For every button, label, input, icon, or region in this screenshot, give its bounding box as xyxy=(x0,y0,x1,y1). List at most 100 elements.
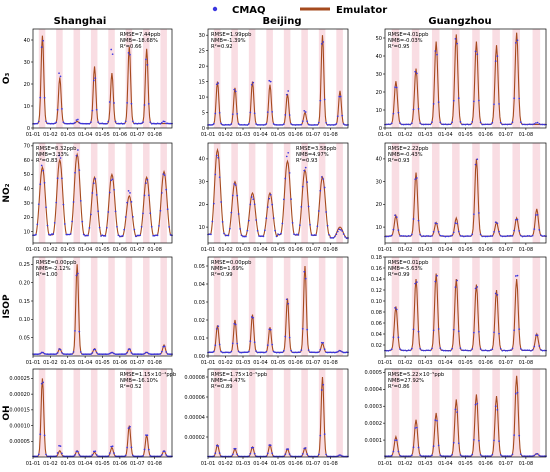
cmaq-point xyxy=(394,86,396,89)
legend-cmaq-marker xyxy=(212,6,218,12)
daytime-band xyxy=(143,257,150,356)
cmaq-point xyxy=(121,353,124,355)
cmaq-point xyxy=(95,193,98,196)
cmaq-point xyxy=(319,99,322,102)
cmaq-point xyxy=(43,434,46,437)
cmaq-point xyxy=(55,353,58,355)
y-tick-label: 70 xyxy=(24,144,30,150)
cmaq-point xyxy=(489,349,492,352)
cmaq-point xyxy=(394,439,396,442)
x-tick-label: 01-03 xyxy=(236,132,251,138)
cmaq-point xyxy=(306,181,309,183)
cmaq-point xyxy=(152,234,155,237)
cmaq-point xyxy=(473,331,475,334)
cmaq-point xyxy=(344,123,346,126)
cmaq-point xyxy=(514,42,517,44)
cmaq-point xyxy=(456,42,458,45)
cmaq-point xyxy=(454,37,457,40)
cmaq-point xyxy=(429,123,432,126)
cmaq-point xyxy=(504,123,507,126)
cmaq-point xyxy=(111,53,114,56)
cmaq-point xyxy=(449,123,452,126)
x-tick-label: 01-04 xyxy=(253,461,268,467)
cmaq-point xyxy=(424,123,427,126)
cmaq-point xyxy=(98,226,101,229)
cmaq-point xyxy=(431,235,433,237)
cmaq-point xyxy=(405,455,408,458)
cmaq-point xyxy=(71,220,73,223)
cmaq-point xyxy=(36,122,39,125)
y-tick-label: 40 xyxy=(376,157,382,163)
cmaq-point xyxy=(261,235,263,237)
cmaq-point xyxy=(64,223,66,225)
legend: CMAQ Emulator xyxy=(212,5,387,16)
cmaq-point xyxy=(419,454,422,457)
cmaq-point xyxy=(152,353,155,356)
cmaq-point xyxy=(127,427,130,430)
cmaq-point xyxy=(113,352,115,355)
cmaq-point xyxy=(114,353,117,356)
cmaq-point xyxy=(272,217,275,219)
y-tick-label: 0.0005 xyxy=(365,370,383,376)
x-tick-label: 01-08 xyxy=(147,132,162,138)
cmaq-point xyxy=(538,229,541,231)
cmaq-point xyxy=(217,82,220,84)
daytime-band xyxy=(512,257,521,356)
cmaq-point xyxy=(111,178,114,181)
cmaq-point xyxy=(521,123,524,126)
daytime-band xyxy=(452,143,460,243)
cmaq-point xyxy=(414,70,417,73)
cmaq-point xyxy=(452,328,455,331)
cmaq-point xyxy=(280,124,282,126)
cmaq-point xyxy=(432,103,435,105)
cmaq-point xyxy=(46,224,49,227)
cmaq-point xyxy=(334,235,336,238)
cmaq-point xyxy=(509,123,512,126)
cmaq-point xyxy=(514,392,517,395)
cmaq-point xyxy=(444,455,447,458)
cmaq-point xyxy=(536,121,539,124)
daytime-band xyxy=(512,369,521,457)
daytime-band xyxy=(492,257,500,356)
x-tick-label: 01-06 xyxy=(288,247,303,253)
x-tick-label: 01-07 xyxy=(306,247,321,253)
cmaq-point xyxy=(431,347,433,350)
cmaq-point xyxy=(424,235,427,238)
cmaq-point xyxy=(328,351,330,354)
cmaq-point xyxy=(62,121,65,124)
cmaq-point xyxy=(294,124,297,126)
cmaq-point xyxy=(459,121,462,123)
cmaq-point xyxy=(146,434,149,437)
y-tick-label: 30 xyxy=(199,33,205,39)
cmaq-point xyxy=(447,455,450,458)
cmaq-point xyxy=(249,203,252,206)
x-tick-label: 01-03 xyxy=(236,360,251,366)
x-tick-label: 01-02 xyxy=(218,360,233,366)
daytime-band xyxy=(73,369,81,457)
cmaq-point xyxy=(325,121,327,124)
cmaq-point xyxy=(421,235,423,238)
cmaq-point xyxy=(94,77,97,79)
cmaq-point xyxy=(132,454,134,457)
stats-text: NMB=3.33% xyxy=(36,152,69,158)
cmaq-point xyxy=(437,328,440,330)
cmaq-point xyxy=(124,454,127,457)
cmaq-point xyxy=(322,178,325,180)
cmaq-point xyxy=(493,331,495,334)
cmaq-point xyxy=(446,123,448,126)
cmaq-point xyxy=(301,120,304,123)
cmaq-point xyxy=(456,411,458,413)
cmaq-point xyxy=(323,186,326,189)
cmaq-point xyxy=(149,353,152,355)
cmaq-point xyxy=(33,122,36,125)
cmaq-point xyxy=(90,121,92,123)
cmaq-point xyxy=(316,351,319,354)
y-tick-label: 0.20 xyxy=(19,280,30,286)
cmaq-point xyxy=(162,120,165,123)
cmaq-point xyxy=(504,349,507,352)
panel-o3-guangzhou: 0 10 20 30 40 50 01-01 01-02 01-03 01-04 01-05 01-0… xyxy=(376,28,547,138)
cmaq-point xyxy=(39,433,42,436)
cmaq-point xyxy=(134,122,137,125)
